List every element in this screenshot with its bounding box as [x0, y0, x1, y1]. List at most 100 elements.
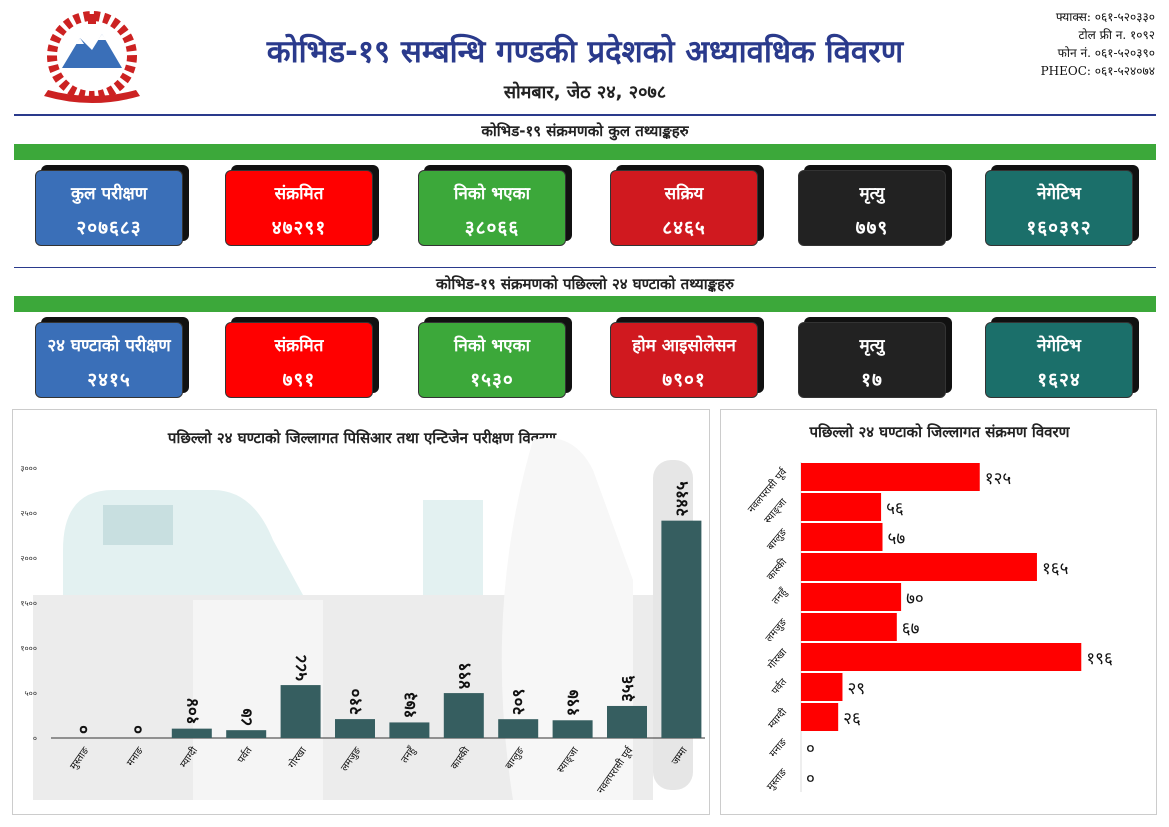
stat-card: नेगेटिभ १६२४	[985, 322, 1133, 398]
y-tick-label: १०००	[20, 644, 37, 653]
section-title-total: कोभिड-१९ संक्रमणको कुल तथ्याङ्कहरु	[481, 122, 689, 140]
stat-value: ४७२९१	[271, 217, 327, 239]
divider	[14, 114, 1156, 116]
divider	[14, 267, 1156, 268]
phone-number: फोन नं. ०६१-५२०३९०	[1057, 46, 1155, 60]
bar-value-label: ५८८	[292, 654, 312, 681]
testing-chart-panel: पछिल्लो २४ घण्टाको जिल्लागत पिसिआर तथा ए…	[12, 409, 710, 815]
stat-value: १७	[861, 369, 883, 391]
stat-card: सक्रिय ८४६५	[610, 170, 758, 246]
bar-value-label: २४१५	[672, 481, 692, 517]
stat-label: २४ घण्टाको परीक्षण	[47, 336, 171, 356]
stat-value: १६२४	[1037, 369, 1081, 391]
stat-card: निको भएका १५३०	[418, 322, 566, 398]
bar	[280, 685, 321, 738]
bar-value-label: ०	[806, 769, 815, 789]
bar	[801, 643, 1082, 671]
stat-value: २४१५	[87, 369, 131, 391]
contact-info: फ्याक्स: ०६१-५२०३३० टोल फ्री न. १०९२ फोन…	[1041, 8, 1155, 80]
bar-value-label: ०	[806, 739, 815, 759]
stat-value: १५३०	[470, 369, 514, 391]
bar-value-label: २०९	[509, 689, 529, 716]
bar-value-label: १६५	[1042, 559, 1069, 579]
bar-value-label: ५७	[888, 529, 906, 549]
bar	[801, 613, 897, 641]
bar-value-label: ६७	[902, 619, 920, 639]
stat-label: मृत्यु	[859, 336, 885, 356]
infection-chart-title: पछिल्लो २४ घण्टाको जिल्लागत संक्रमण विवर…	[809, 423, 1070, 441]
stat-value: ३८०६६	[464, 217, 520, 239]
bar-value-label: ३५६	[618, 675, 638, 702]
stat-card: कुल परीक्षण २०७६८३	[35, 170, 183, 246]
y-tick-label: पर्वत	[769, 676, 789, 697]
bar	[801, 583, 902, 611]
stat-card: नेगेटिभ १६०३९२	[985, 170, 1133, 246]
bar	[226, 730, 267, 738]
y-tick-label: तनहुँ	[769, 585, 790, 607]
y-tick-label: २५००	[20, 509, 37, 518]
stat-label: कुल परीक्षण	[71, 184, 147, 204]
stat-label: संक्रमित	[274, 184, 324, 204]
stat-label: निको भएका	[453, 336, 531, 356]
bar-value-label: १९७	[564, 690, 584, 717]
infection-chart-panel: पछिल्लो २४ घण्टाको जिल्लागत संक्रमण विवर…	[720, 409, 1157, 815]
stat-label: संक्रमित	[274, 336, 324, 356]
testing-bar-chart: ०५००१०००१५००२०००२५००३००००मुस्ताङ०मनाङ१०४…	[20, 438, 705, 800]
bar	[389, 722, 430, 738]
bar	[801, 493, 882, 521]
stat-value: ७९०१	[662, 369, 706, 391]
bar	[801, 463, 980, 491]
testing-chart-title: पछिल्लो २४ घण्टाको जिल्लागत पिसिआर तथा ए…	[167, 429, 557, 447]
stat-card: संक्रमित ७९१	[225, 322, 373, 398]
y-tick-label: लमजुङ	[764, 616, 790, 644]
stat-label: निको भएका	[453, 184, 531, 204]
bar-value-label: ७०	[906, 589, 924, 609]
bar-value-label: १९६	[1086, 649, 1113, 669]
bar	[335, 719, 375, 738]
stat-value: ७७९	[855, 217, 889, 239]
y-tick-label: ०	[33, 734, 37, 743]
bar	[801, 703, 839, 731]
bar	[443, 693, 484, 738]
page-title: कोभिड-१९ सम्बन्धि गण्डकी प्रदेशको अध्याव…	[266, 34, 904, 70]
stat-card: संक्रमित ४७२९१	[225, 170, 373, 246]
stat-label: होम आइसोलेसन	[632, 336, 736, 356]
stat-card: २४ घण्टाको परीक्षण २४१५	[35, 322, 183, 398]
bar	[801, 523, 883, 551]
y-tick-label: २०००	[20, 554, 37, 563]
bar-value-label: १७३	[400, 692, 420, 719]
y-tick-label: कास्की	[764, 556, 789, 583]
green-band	[14, 144, 1156, 160]
pheoc-number: PHEOC: ०६१-५२४०७४	[1040, 64, 1155, 78]
stat-label: सक्रिय	[664, 184, 704, 204]
bar	[801, 553, 1037, 581]
bar-value-label: ८७	[237, 708, 257, 726]
stat-value: २०७६८३	[76, 217, 142, 239]
bar-value-label: ०	[74, 725, 94, 734]
fax-number: फ्याक्स: ०६१-५२०३३०	[1055, 10, 1155, 24]
bar-value-label: ४९९	[455, 663, 475, 690]
bar	[552, 720, 593, 738]
y-tick-label: गोरखा	[765, 646, 789, 672]
bar	[607, 705, 647, 738]
bar	[498, 719, 539, 738]
bar-value-label: ०	[128, 725, 148, 734]
bar-value-label: २१०	[346, 688, 366, 715]
bar	[661, 520, 702, 738]
toll-free-number: टोल फ्री न. १०९२	[1078, 28, 1155, 42]
stat-value: १६०३९२	[1026, 217, 1092, 239]
bar	[171, 728, 212, 738]
y-tick-label: बाग्लुङ	[765, 526, 789, 552]
report-date: सोमबार, जेठ २४, २०७८	[503, 82, 667, 103]
y-tick-label: ३०००	[20, 464, 37, 473]
y-tick-label: मुस्ताङ	[765, 766, 790, 792]
stat-label: नेगेटिभ	[1037, 336, 1081, 356]
bar-value-label: ५६	[886, 499, 904, 519]
stat-card: होम आइसोलेसन ७९०१	[610, 322, 758, 398]
bar	[801, 673, 843, 701]
stat-card: निको भएका ३८०६६	[418, 170, 566, 246]
stat-label: मृत्यु	[859, 184, 885, 204]
government-emblem-logo	[36, 10, 148, 108]
section-title-24h: कोभिड-१९ संक्रमणको पछिल्लो २४ घण्टाको तथ…	[435, 275, 735, 293]
